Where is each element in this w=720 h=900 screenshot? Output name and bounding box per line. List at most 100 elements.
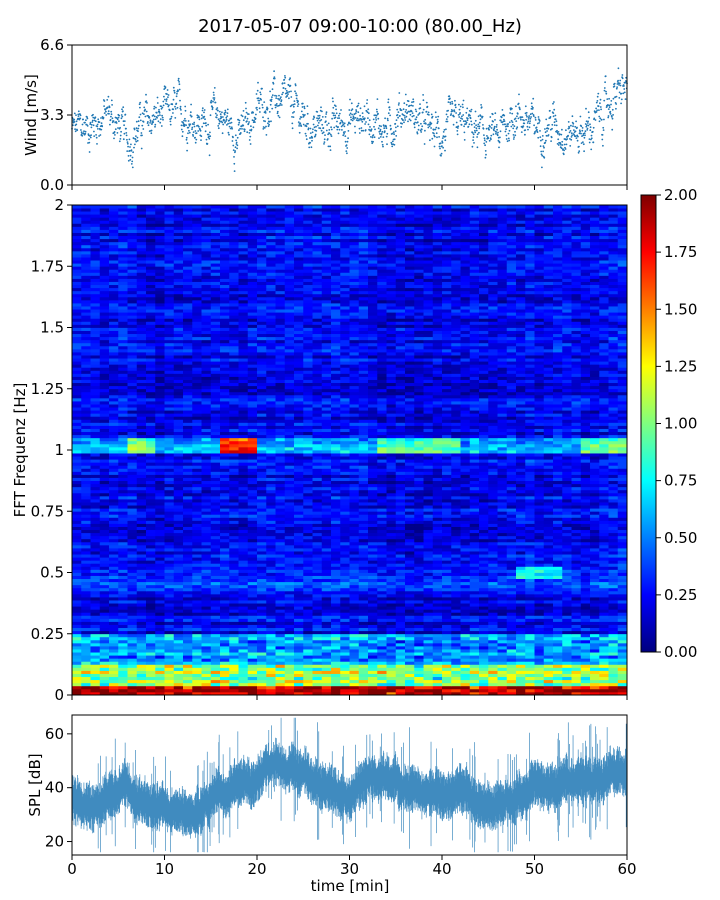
spectrogram-cell: [72, 581, 82, 586]
spectrogram-cell: [506, 560, 517, 564]
spectrogram-cell: [303, 569, 313, 573]
spectrogram-cell: [136, 606, 147, 610]
spectrogram-cell: [266, 597, 276, 601]
spectrogram-cell: [414, 667, 424, 671]
spectrogram-cell: [220, 544, 230, 549]
spectrogram-cell: [534, 636, 545, 641]
wind-point: [552, 102, 554, 105]
spectrogram-cell: [525, 563, 535, 567]
spectrogram-cell: [451, 581, 461, 586]
spectrogram-cell: [247, 691, 258, 696]
spectrogram-cell: [571, 538, 582, 543]
wind-point: [180, 109, 182, 111]
spectrogram-cell: [599, 578, 609, 583]
spectrogram-cell: [331, 581, 341, 586]
spectrogram-cell: [238, 679, 249, 684]
spectrogram-cell: [229, 548, 239, 552]
wind-point: [537, 116, 540, 118]
wind-point: [516, 126, 519, 129]
spectrogram-cell: [238, 563, 249, 567]
spectrogram-cell: [506, 633, 517, 638]
wind-point: [244, 101, 247, 104]
spectrogram-cell: [312, 609, 323, 613]
spectrogram-cell: [534, 621, 545, 625]
spectrogram-cell: [303, 646, 313, 650]
spectrogram-cell: [312, 603, 323, 607]
spectrogram-cell: [340, 557, 350, 561]
spectrogram-cell: [284, 682, 295, 687]
spectrogram-cell: [321, 572, 332, 576]
spectrogram-cell: [247, 606, 258, 610]
wind-point: [128, 138, 131, 141]
spectrogram-cell: [72, 584, 82, 589]
spectrogram-cell: [99, 548, 110, 552]
spectrogram-cell: [201, 679, 212, 684]
wind-point: [536, 131, 539, 134]
spectrogram-cell: [516, 597, 526, 601]
wind-point: [553, 101, 555, 103]
spectrogram-cell: [368, 627, 378, 632]
spectrogram-cell: [284, 581, 295, 586]
spectrogram-cell: [173, 646, 184, 650]
spectrogram-cell: [275, 609, 286, 613]
wind-point: [157, 114, 160, 117]
wind-point: [624, 81, 626, 84]
spectrogram-cell: [599, 627, 609, 632]
spectrogram-cell: [72, 572, 82, 576]
spectrogram-cell: [183, 639, 193, 644]
wind-point: [105, 114, 108, 116]
spectrogram-cell: [266, 584, 276, 589]
spectrogram-cell: [72, 630, 82, 635]
wind-point: [420, 128, 423, 131]
spectrogram-cell: [266, 649, 276, 653]
spectrogram-cell: [395, 563, 406, 567]
wind-point: [512, 134, 515, 136]
spectrogram-cell: [229, 655, 239, 659]
spectrogram-cell: [127, 548, 138, 552]
spectrogram-cell: [349, 646, 360, 650]
spectrogram-cell: [136, 655, 147, 659]
spectrogram-cell: [90, 551, 101, 555]
spectrogram-cell: [358, 560, 369, 564]
spectrogram-cell: [312, 646, 323, 650]
wind-point: [248, 121, 251, 123]
wind-point: [442, 146, 444, 149]
spectrogram-cell: [294, 646, 304, 650]
wind-point: [474, 131, 477, 134]
spectrogram-cell: [562, 560, 572, 564]
wind-point: [586, 127, 589, 130]
spectrogram-cell: [294, 682, 304, 687]
spectrogram-cell: [99, 535, 110, 540]
wind-point: [332, 114, 335, 117]
wind-point: [465, 111, 468, 114]
spectrogram-cell: [377, 544, 387, 549]
spectrogram-cell: [405, 667, 415, 671]
wind-point: [334, 105, 337, 107]
spectrogram-cell: [617, 691, 628, 696]
wind-point: [84, 121, 86, 124]
spectrogram-cell: [238, 569, 249, 573]
spectrogram-cell: [294, 548, 304, 552]
spectrogram-cell: [451, 609, 461, 613]
spectrogram-cell: [479, 646, 489, 650]
wind-point: [417, 124, 420, 127]
spectrogram-cell: [479, 575, 489, 580]
wind-point: [524, 129, 527, 132]
spectrogram-cell: [479, 624, 489, 629]
spectrogram-cell: [192, 578, 202, 583]
spectrogram-cell: [127, 652, 138, 656]
spectrogram-cell: [451, 670, 461, 674]
wind-point: [131, 166, 134, 169]
spectrogram-cell: [368, 593, 378, 598]
spectrogram-cell: [423, 673, 434, 678]
spectrogram-cell: [349, 600, 360, 604]
spectrogram-cell: [321, 541, 332, 546]
wind-point: [223, 113, 226, 116]
wind-point: [485, 153, 487, 156]
spectrogram-cell: [99, 566, 110, 570]
spectrogram-cell: [210, 541, 221, 546]
spectrogram-cell: [506, 624, 517, 629]
spectrogram-cell: [368, 597, 378, 601]
spectrogram-cell: [109, 551, 119, 555]
spectrogram-cell: [127, 621, 138, 625]
